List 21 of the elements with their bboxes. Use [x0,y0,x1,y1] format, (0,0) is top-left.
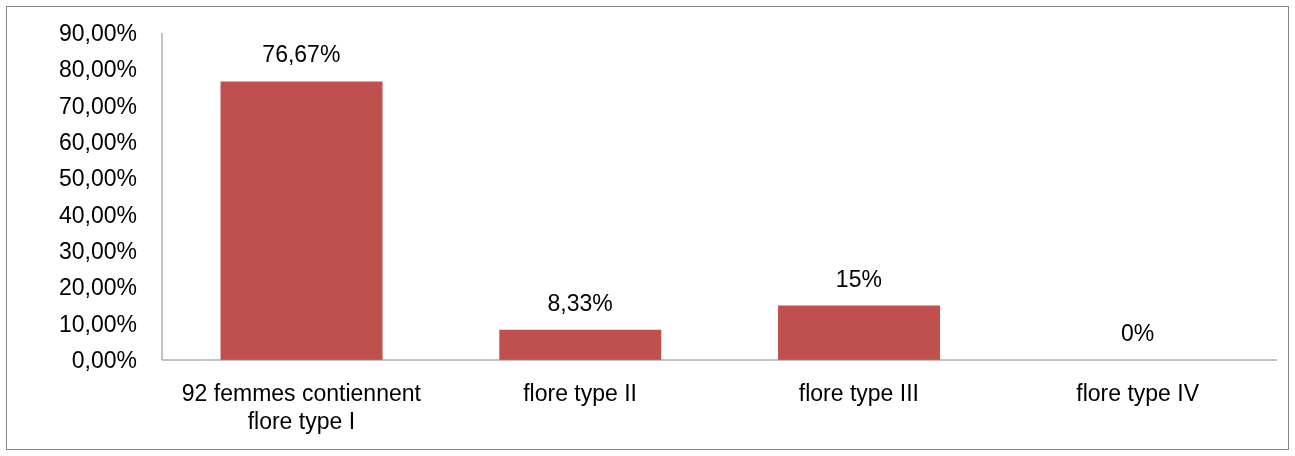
data-label: 0% [1121,320,1155,346]
bar [499,329,662,360]
y-tick-label: 80,00% [58,56,137,83]
data-label: 76,67% [262,41,341,68]
y-tick-label: 50,00% [58,165,137,192]
x-tick-label: flore type IV [1076,380,1200,406]
y-tick-label: 30,00% [58,238,137,265]
y-tick-label: 40,00% [58,201,137,228]
y-tick-label: 0,00% [71,347,137,374]
y-tick-label: 20,00% [58,274,137,301]
x-tick-label: 92 femmes contiennent flore type I [181,380,422,434]
bar [220,81,383,360]
data-label: 8,33% [547,289,613,316]
x-tick-label: flore type II [523,380,638,406]
y-tick-label: 90,00% [58,20,137,47]
y-tick-label: 10,00% [58,310,137,337]
y-tick-label: 70,00% [58,92,137,119]
y-tick-label: 60,00% [58,129,137,156]
x-tick-label: flore type III [798,380,919,406]
data-label: 15% [835,265,882,292]
bar [778,305,941,360]
